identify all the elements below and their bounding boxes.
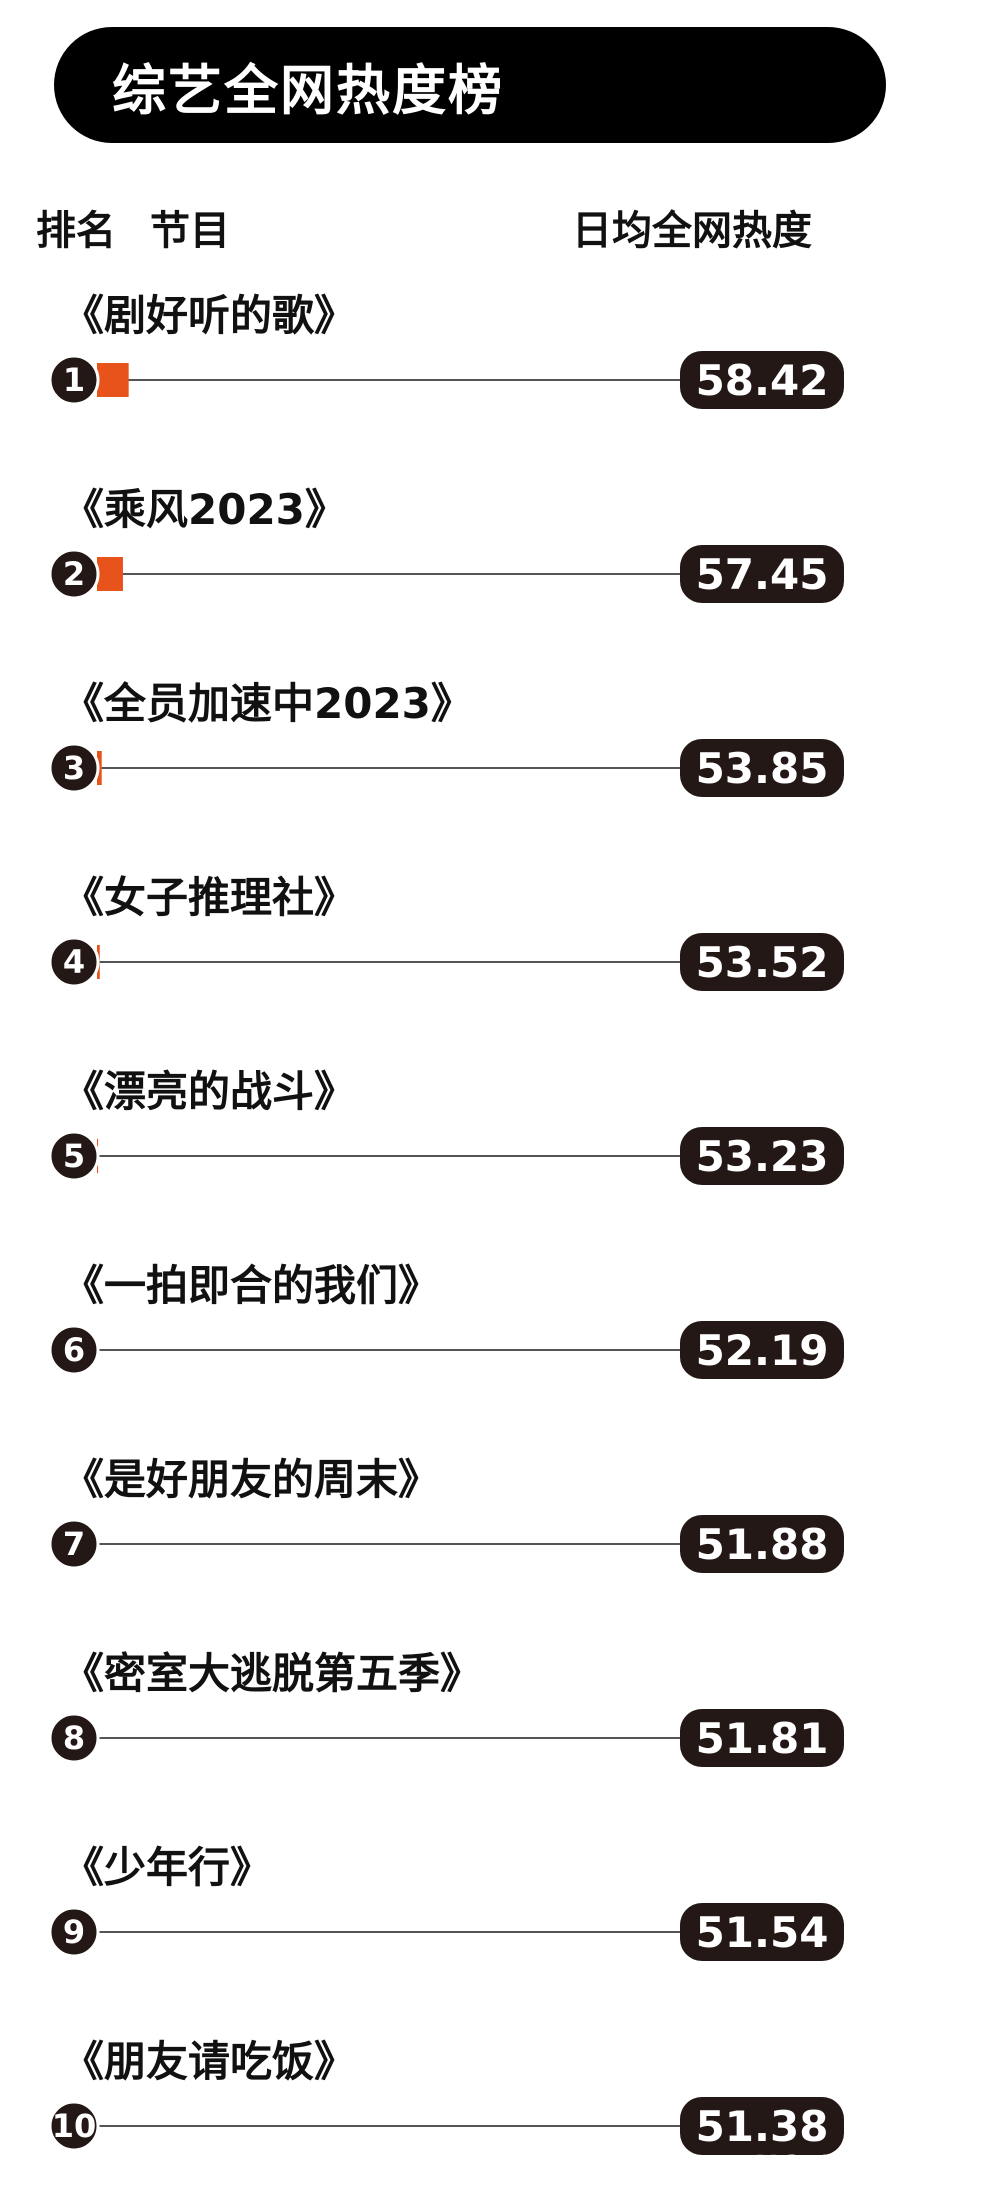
- rank-number: 8: [63, 1719, 85, 1757]
- program-name: 《漂亮的战斗》: [62, 1067, 356, 1116]
- program-name: 《女子推理社》: [62, 873, 356, 922]
- rank-badge: [48, 1906, 100, 1958]
- program-name: 《全员加速中2023》: [62, 679, 473, 728]
- program-name: 《密室大逃脱第五季》: [62, 1649, 482, 1698]
- value-pill: [680, 351, 844, 409]
- value-bar: [97, 363, 129, 397]
- watermark: NO.1: [752, 2150, 835, 2185]
- header-program: 节目: [150, 208, 230, 254]
- rank-badge: [48, 1518, 100, 1570]
- rank-badge: [48, 936, 100, 988]
- rank-badge: [48, 354, 100, 406]
- value-label: 51.81: [696, 1714, 829, 1763]
- value-pill: [680, 739, 844, 797]
- value-pill: [680, 1127, 844, 1185]
- rank-number: 5: [63, 1137, 85, 1175]
- value-label: 53.52: [696, 938, 829, 987]
- rank-number: 3: [63, 749, 85, 787]
- rank-number: 4: [63, 943, 85, 981]
- rank-number: 1: [63, 361, 85, 399]
- value-pill: [680, 545, 844, 603]
- header-rank: 排名: [36, 208, 116, 254]
- rank-badge: [48, 1324, 100, 1376]
- value-pill: [680, 1515, 844, 1573]
- value-pill: [680, 933, 844, 991]
- value-label: 57.45: [696, 550, 829, 599]
- program-name: 《剧好听的歌》: [62, 291, 356, 340]
- value-label: 53.23: [696, 1132, 829, 1181]
- program-name: 《朋友请吃饭》: [62, 2037, 356, 2086]
- value-label: 51.38: [696, 2102, 829, 2151]
- rank-number: 9: [63, 1913, 85, 1951]
- header-value: 日均全网热度: [572, 208, 812, 254]
- program-name: 《一拍即合的我们》: [62, 1261, 440, 1310]
- value-bar: [97, 557, 123, 591]
- value-label: 53.85: [696, 744, 829, 793]
- value-label: 58.42: [696, 356, 829, 405]
- value-pill: [680, 1903, 844, 1961]
- rank-badge: [48, 2100, 100, 2152]
- program-name: 《是好朋友的周末》: [62, 1455, 440, 1504]
- rank-badge: [48, 548, 100, 600]
- program-name: 《少年行》: [62, 1843, 272, 1892]
- title-bar: 综艺全网热度榜: [54, 27, 886, 143]
- page-title: 综艺全网热度榜: [112, 58, 504, 122]
- value-label: 52.19: [696, 1326, 829, 1375]
- value-label: 51.88: [696, 1520, 829, 1569]
- rank-number: 10: [52, 2107, 97, 2145]
- rank-badge: [48, 742, 100, 794]
- rank-number: 7: [63, 1525, 85, 1563]
- rank-number: 6: [63, 1331, 85, 1369]
- rank-number: 2: [63, 555, 85, 593]
- rank-badge: [48, 1130, 100, 1182]
- value-label: 51.54: [696, 1908, 829, 1957]
- rank-badge: [48, 1712, 100, 1764]
- value-pill: [680, 1321, 844, 1379]
- value-pill: [680, 2097, 844, 2155]
- program-name: 《乘风2023》: [62, 485, 347, 534]
- value-pill: [680, 1709, 844, 1767]
